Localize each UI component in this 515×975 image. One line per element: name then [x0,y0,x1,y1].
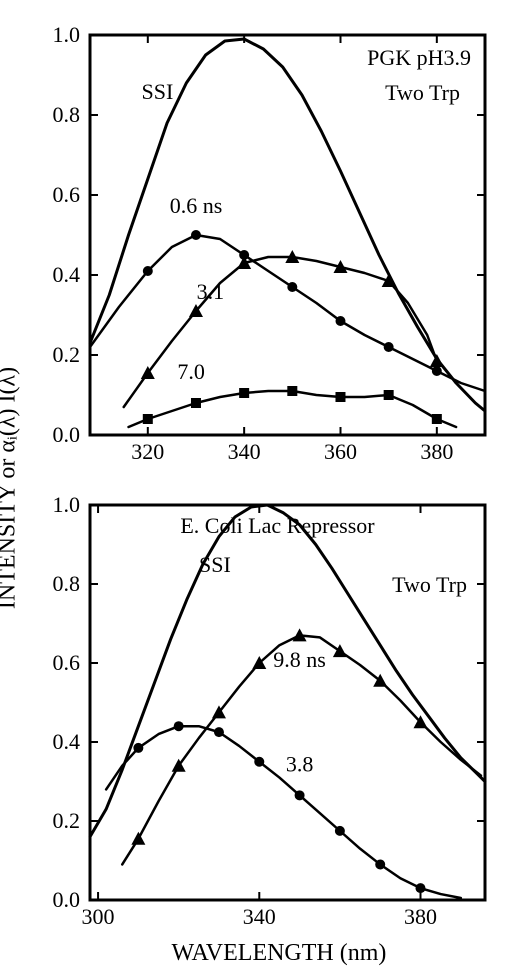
svg-text:340: 340 [243,904,276,929]
svg-text:0.4: 0.4 [53,729,81,754]
svg-text:340: 340 [228,439,261,464]
svg-text:Two Trp: Two Trp [385,80,460,105]
svg-text:3.8: 3.8 [286,752,314,777]
svg-text:320: 320 [131,439,164,464]
svg-text:1.0: 1.0 [53,492,81,517]
svg-text:7.0: 7.0 [177,359,205,384]
svg-text:0.2: 0.2 [53,342,81,367]
svg-text:380: 380 [420,439,453,464]
svg-text:E. Coli Lac Repressor: E. Coli Lac Repressor [180,513,375,538]
svg-text:9.8 ns: 9.8 ns [273,647,326,672]
svg-text:0.4: 0.4 [53,262,81,287]
svg-text:0.0: 0.0 [53,422,81,447]
svg-text:0.6: 0.6 [53,650,81,675]
svg-text:360: 360 [324,439,357,464]
svg-text:0.6: 0.6 [53,182,81,207]
svg-text:PGK pH3.9: PGK pH3.9 [367,45,471,70]
svg-text:SSI: SSI [199,552,231,577]
svg-text:0.6 ns: 0.6 ns [170,193,223,218]
svg-text:0.8: 0.8 [53,102,81,127]
svg-text:0.8: 0.8 [53,571,81,596]
svg-text:Two Trp: Two Trp [392,572,467,597]
svg-text:0.0: 0.0 [53,887,81,912]
svg-text:0.2: 0.2 [53,808,81,833]
svg-text:380: 380 [404,904,437,929]
svg-text:300: 300 [82,904,115,929]
svg-text:SSI: SSI [142,79,174,104]
chart-svg: 0.0 0.2 0.4 0.6 0.8 1.0 320 340 360 380 0.6 ns 3.1 7… [0,0,515,975]
svg-text:3.1: 3.1 [197,279,225,304]
svg-text:1.0: 1.0 [53,22,81,47]
